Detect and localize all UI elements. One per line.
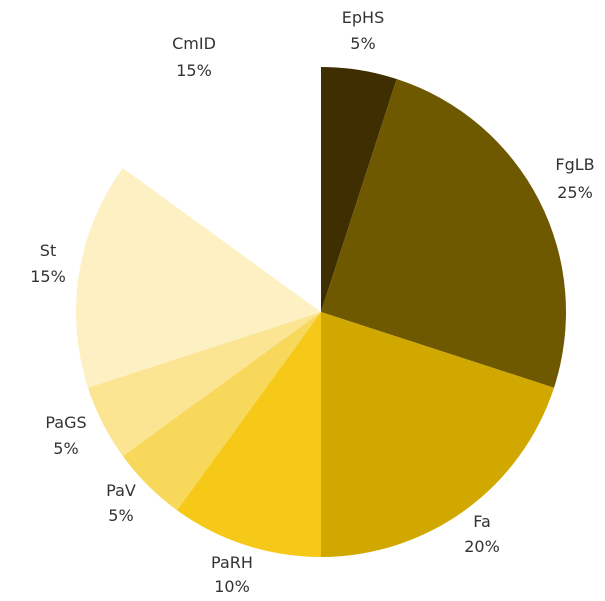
slice-label-cmid: CmID <box>172 34 216 53</box>
slice-percent-fglb: 25% <box>557 183 593 202</box>
pie-slices <box>75 66 567 557</box>
pie-slice-pags <box>87 312 322 457</box>
slice-label-parh: PaRH <box>211 553 253 572</box>
slice-percent-cmid: 15% <box>176 61 212 80</box>
pie-slice-st <box>75 167 321 388</box>
slice-label-fglb: FgLB <box>555 155 594 174</box>
slice-label-st: St <box>40 241 56 260</box>
slice-label-pags: PaGS <box>45 413 86 432</box>
slice-percent-fa: 20% <box>464 537 500 556</box>
pie-labels: EpHS 5% FgLB 25% Fa 20% PaRH 10% PaV 5% PaGS 5% St 15… <box>30 8 594 596</box>
pie-slice-fa <box>321 312 555 557</box>
slice-label-pav: PaV <box>106 481 136 500</box>
slice-percent-pav: 5% <box>108 506 133 525</box>
pie-slice-cmid <box>122 66 321 312</box>
pie-slice-pav <box>122 312 321 511</box>
pie-slice-fglb <box>321 78 567 388</box>
slice-percent-pags: 5% <box>53 439 78 458</box>
slice-percent-st: 15% <box>30 267 66 286</box>
slice-percent-ephs: 5% <box>350 34 375 53</box>
pie-slice-parh <box>176 312 321 557</box>
slice-percent-parh: 10% <box>214 577 250 596</box>
pie-slice-ephs <box>321 67 397 312</box>
slice-label-ephs: EpHS <box>342 8 384 27</box>
slice-label-fa: Fa <box>473 512 491 531</box>
